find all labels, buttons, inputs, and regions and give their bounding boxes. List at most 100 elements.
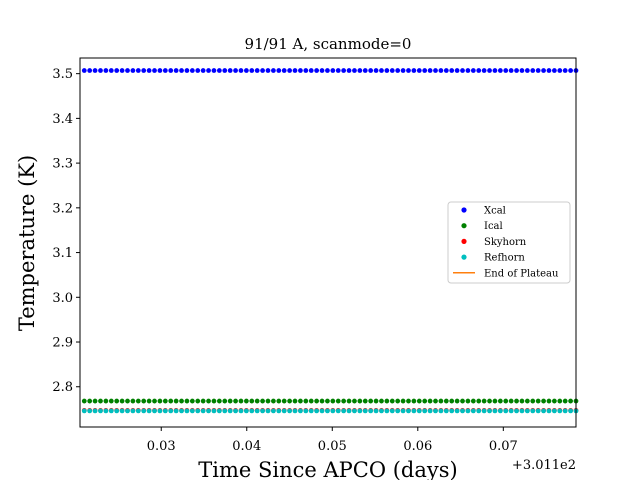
xcal-point: [562, 68, 568, 73]
ical-point: [216, 398, 222, 404]
ical-point: [146, 398, 152, 404]
ical-point: [325, 398, 330, 404]
chart-title: 91/91 A, scanmode=0: [245, 35, 412, 53]
refhorn-point: [298, 408, 303, 414]
ical-point: [346, 398, 352, 404]
legend: Xcal Ical Skyhorn Refhorn End of Plateau: [447, 201, 571, 284]
ical-point: [411, 398, 417, 404]
ical-point: [211, 398, 217, 404]
xcal-point: [287, 68, 293, 73]
ical-point: [416, 398, 422, 404]
xcal-point: [189, 68, 195, 73]
ical-point: [222, 398, 228, 404]
ical-point: [81, 398, 87, 404]
ical-point: [352, 398, 357, 404]
ical-point: [238, 398, 244, 404]
refhorn-point: [427, 408, 433, 414]
legend-marker-refhorn: [461, 254, 467, 260]
ical-point: [298, 398, 303, 404]
refhorn-point: [308, 408, 314, 414]
ical-point: [119, 398, 125, 404]
xcal-point: [470, 68, 476, 73]
xcal-point: [481, 68, 487, 73]
xcal-point: [92, 68, 98, 73]
legend-marker-ical: [461, 223, 467, 229]
ical-point: [551, 398, 557, 404]
xcal-point: [314, 68, 320, 73]
ical-point: [368, 398, 374, 404]
refhorn-point: [125, 408, 130, 414]
plot-frame: [79, 57, 577, 428]
refhorn-point: [422, 408, 428, 414]
refhorn-point: [276, 408, 282, 414]
refhorn-point: [384, 408, 390, 414]
refhorn-point: [108, 408, 114, 414]
xcal-point: [173, 68, 179, 73]
xcal-point: [400, 68, 406, 73]
refhorn-point: [254, 408, 260, 414]
ical-point: [427, 398, 433, 404]
xcal-point: [216, 68, 222, 73]
refhorn-point: [249, 408, 255, 414]
refhorn-point: [335, 408, 341, 414]
ical-point: [227, 398, 233, 404]
ical-point: [330, 398, 336, 404]
refhorn-point: [287, 408, 293, 414]
ical-point: [195, 398, 201, 404]
refhorn-point: [265, 408, 271, 414]
refhorn-point: [562, 408, 568, 414]
y-tick-label: 3.2: [52, 201, 73, 216]
refhorn-point: [411, 408, 417, 414]
refhorn-point: [168, 408, 174, 414]
refhorn-point: [330, 408, 336, 414]
ical-point: [443, 398, 449, 404]
ical-point: [524, 398, 530, 404]
ical-point: [276, 398, 282, 404]
refhorn-point: [314, 408, 320, 414]
xcal-point: [179, 68, 184, 73]
xcal-point: [530, 68, 536, 73]
refhorn-point: [281, 408, 287, 414]
ical-point: [233, 398, 238, 404]
refhorn-point: [443, 408, 449, 414]
xcal-point: [508, 68, 514, 73]
xcal-point: [135, 68, 141, 73]
legend-marker-xcal: [461, 207, 467, 213]
ical-point: [243, 398, 249, 404]
refhorn-point: [222, 408, 228, 414]
ical-point: [487, 398, 492, 404]
refhorn-point: [135, 408, 141, 414]
refhorn-point: [173, 408, 179, 414]
xcal-point: [141, 68, 147, 73]
xcal-point: [108, 68, 114, 73]
ical-point: [157, 398, 163, 404]
xcal-point: [281, 68, 287, 73]
refhorn-point: [416, 408, 422, 414]
ical-point: [362, 398, 368, 404]
xcal-point: [184, 68, 190, 73]
xcal-point: [438, 68, 444, 73]
xcal-point: [325, 68, 330, 73]
ical-point: [314, 398, 320, 404]
xcal-point: [254, 68, 260, 73]
ical-point: [460, 398, 465, 404]
ical-point: [557, 398, 563, 404]
refhorn-point: [200, 408, 206, 414]
legend-label-ical: Ical: [484, 221, 503, 232]
ical-point: [379, 398, 384, 404]
refhorn-point: [400, 408, 406, 414]
legend-label-end-of-plateau: End of Plateau: [484, 268, 559, 279]
ical-point: [189, 398, 195, 404]
refhorn-point: [508, 408, 514, 414]
xcal-point: [546, 68, 552, 73]
refhorn-point: [487, 408, 492, 414]
refhorn-point: [114, 408, 120, 414]
xcal-point: [460, 68, 465, 73]
ical-point: [497, 398, 503, 404]
ical-point: [433, 398, 438, 404]
ical-point: [481, 398, 487, 404]
refhorn-point: [119, 408, 125, 414]
xcal-point: [524, 68, 530, 73]
ical-point: [476, 398, 482, 404]
xcal-point: [130, 68, 136, 73]
